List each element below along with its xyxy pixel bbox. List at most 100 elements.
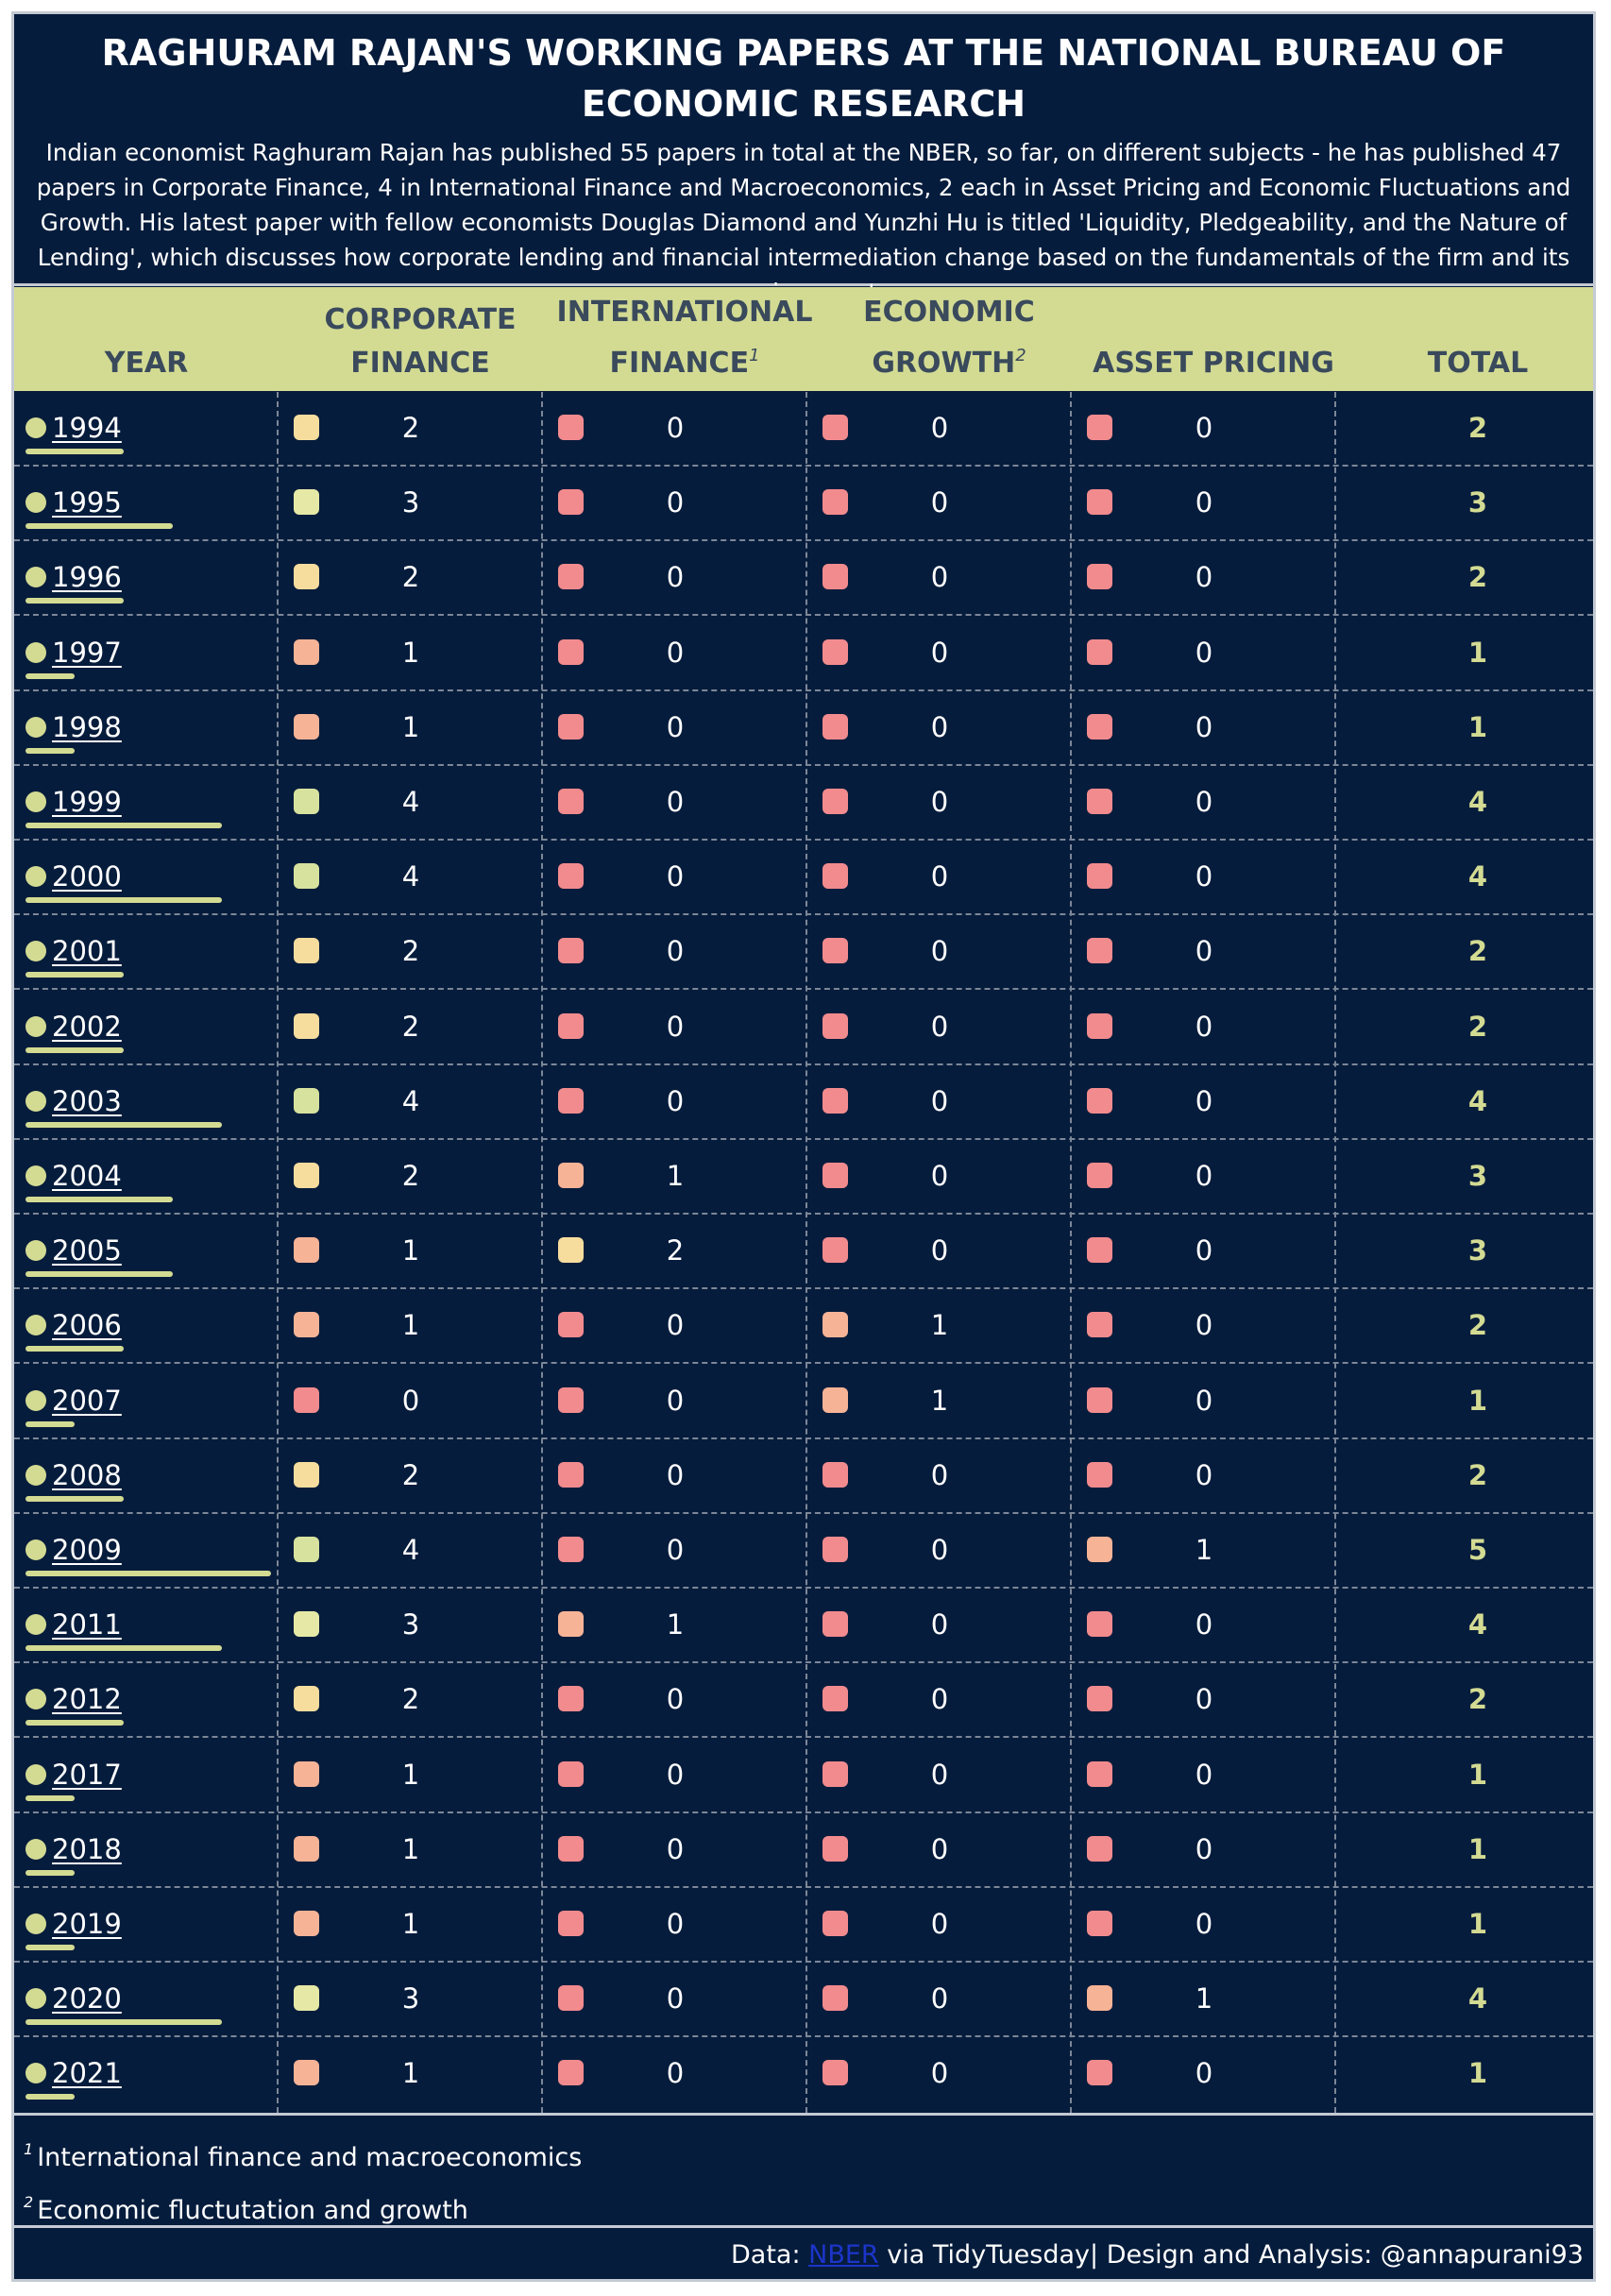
year-dot-icon bbox=[25, 1988, 46, 2010]
footnotes: 1 International finance and macroeconomic… bbox=[14, 2113, 1593, 2228]
table-row: 2001 2 0 0 0 2 bbox=[14, 915, 1593, 991]
asset-count: 0 bbox=[1195, 412, 1213, 444]
year-dot-icon bbox=[25, 1389, 46, 1411]
international-color-swatch bbox=[558, 1835, 584, 1862]
international-count: 0 bbox=[666, 1384, 685, 1417]
corporate-color-swatch bbox=[294, 1760, 319, 1787]
corporate-count: 1 bbox=[401, 1758, 420, 1791]
year-dot-icon bbox=[25, 567, 46, 588]
corporate-color-swatch bbox=[294, 1163, 319, 1188]
international-color-swatch bbox=[558, 1911, 584, 1936]
corporate-color-swatch bbox=[294, 2060, 319, 2086]
year-label: 2007 bbox=[52, 1384, 122, 1417]
year-dot-icon bbox=[25, 1838, 46, 1860]
corporate-color-swatch bbox=[294, 789, 319, 814]
asset-count: 0 bbox=[1195, 1160, 1213, 1192]
asset-color-swatch bbox=[1087, 1163, 1112, 1188]
asset-color-swatch bbox=[1087, 1012, 1112, 1039]
year-total-bar bbox=[25, 1197, 173, 1202]
growth-color-swatch bbox=[822, 2060, 848, 2086]
table-row: 1995 3 0 0 0 3 bbox=[14, 467, 1593, 542]
year-dot-icon bbox=[25, 716, 46, 738]
year-label: 2004 bbox=[52, 1160, 122, 1192]
table-row: 2006 1 0 1 0 2 bbox=[14, 1289, 1593, 1365]
corporate-count: 2 bbox=[401, 1458, 420, 1491]
asset-count: 0 bbox=[1195, 860, 1213, 893]
international-count: 0 bbox=[666, 860, 685, 893]
table-row: 1997 1 0 0 0 1 bbox=[14, 617, 1593, 691]
growth-color-swatch bbox=[822, 1312, 848, 1338]
year-total-bar bbox=[25, 972, 124, 978]
table-row: 2011 3 1 0 0 4 bbox=[14, 1589, 1593, 1664]
asset-color-swatch bbox=[1087, 1087, 1112, 1114]
international-count: 1 bbox=[666, 1608, 685, 1641]
growth-color-swatch bbox=[822, 1163, 848, 1188]
table-row: 2017 1 0 0 0 1 bbox=[14, 1739, 1593, 1813]
table-row: 2008 2 0 0 0 2 bbox=[14, 1439, 1593, 1514]
asset-count: 0 bbox=[1195, 1758, 1213, 1791]
table-row: 2009 4 0 0 1 5 bbox=[14, 1514, 1593, 1589]
corporate-count: 1 bbox=[401, 2057, 420, 2090]
growth-color-swatch bbox=[822, 1012, 848, 1039]
asset-color-swatch bbox=[1087, 1237, 1112, 1264]
corporate-count: 2 bbox=[401, 561, 420, 594]
year-total-bar bbox=[25, 1945, 75, 1950]
corporate-color-swatch bbox=[294, 1611, 319, 1638]
year-label: 2012 bbox=[52, 1683, 122, 1716]
international-count: 0 bbox=[666, 1683, 685, 1716]
year-total-bar bbox=[25, 1346, 124, 1352]
year-total-bar bbox=[25, 449, 124, 454]
growth-count: 0 bbox=[930, 1982, 949, 2015]
year-total-bar bbox=[25, 2094, 75, 2100]
growth-count: 0 bbox=[930, 860, 949, 893]
year-total-bar bbox=[25, 1794, 75, 1801]
total-count: 5 bbox=[1467, 1534, 1488, 1566]
international-count: 0 bbox=[666, 1534, 685, 1566]
corporate-color-swatch bbox=[294, 1835, 319, 1862]
international-count: 0 bbox=[666, 636, 685, 669]
asset-color-swatch bbox=[1087, 1461, 1112, 1488]
international-color-swatch bbox=[558, 789, 584, 814]
international-count: 0 bbox=[666, 935, 685, 968]
growth-count: 0 bbox=[930, 636, 949, 669]
year-total-bar bbox=[25, 598, 124, 604]
asset-count: 0 bbox=[1195, 486, 1213, 519]
asset-count: 0 bbox=[1195, 786, 1213, 818]
year-label: 1998 bbox=[52, 710, 122, 743]
column-divider bbox=[806, 392, 807, 2113]
corporate-count: 4 bbox=[401, 786, 420, 818]
growth-color-swatch bbox=[822, 415, 848, 440]
corporate-count: 2 bbox=[401, 412, 420, 444]
nber-link[interactable]: NBER bbox=[808, 2240, 879, 2270]
year-total-bar bbox=[25, 1121, 222, 1128]
corporate-color-swatch bbox=[294, 638, 319, 665]
corporate-color-swatch bbox=[294, 564, 319, 590]
asset-count: 0 bbox=[1195, 1384, 1213, 1417]
asset-color-swatch bbox=[1087, 1911, 1112, 1936]
growth-count: 0 bbox=[930, 1758, 949, 1791]
international-count: 0 bbox=[666, 486, 685, 519]
corporate-count: 1 bbox=[401, 1908, 420, 1940]
total-count: 1 bbox=[1467, 636, 1488, 669]
corporate-count: 2 bbox=[401, 1683, 420, 1716]
growth-color-swatch bbox=[822, 1537, 848, 1562]
footnote-mark-2: 2 bbox=[1015, 346, 1026, 366]
asset-color-swatch bbox=[1087, 1760, 1112, 1787]
year-label: 2001 bbox=[52, 935, 122, 968]
international-count: 0 bbox=[666, 710, 685, 743]
year-label: 1999 bbox=[52, 786, 122, 818]
corporate-color-swatch bbox=[294, 1386, 319, 1413]
year-total-bar bbox=[25, 672, 75, 679]
corporate-count: 3 bbox=[401, 1608, 420, 1641]
year-label: 1997 bbox=[52, 636, 122, 669]
asset-color-swatch bbox=[1087, 713, 1112, 740]
year-total-bar bbox=[25, 1420, 75, 1427]
asset-count: 0 bbox=[1195, 636, 1213, 669]
asset-color-swatch bbox=[1087, 489, 1112, 516]
asset-color-swatch bbox=[1087, 1835, 1112, 1862]
international-count: 0 bbox=[666, 1982, 685, 2015]
growth-count: 1 bbox=[930, 1309, 949, 1342]
growth-color-swatch bbox=[822, 1911, 848, 1936]
year-dot-icon bbox=[25, 941, 46, 962]
asset-count: 0 bbox=[1195, 1309, 1213, 1342]
